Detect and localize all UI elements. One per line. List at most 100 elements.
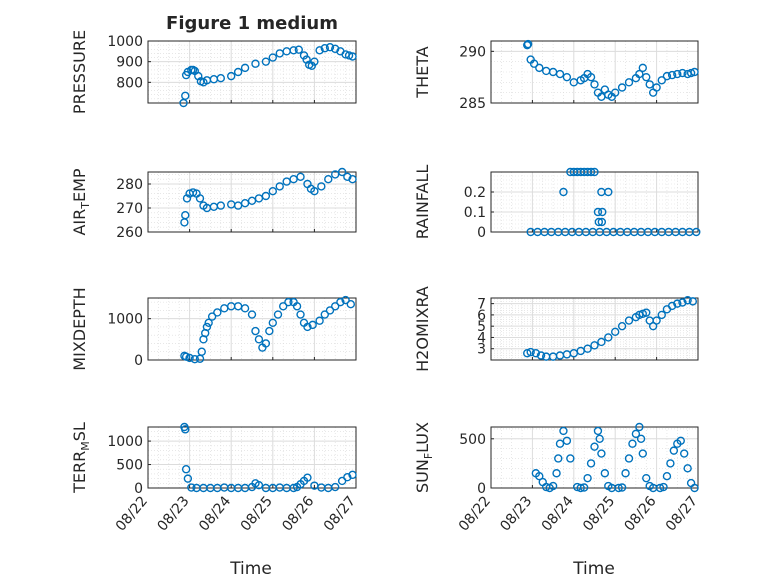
y-tick-label: 0 (477, 481, 486, 497)
data-point (586, 167, 596, 177)
y-tick-label: 1000 (107, 434, 143, 450)
data-point (324, 174, 333, 184)
data-point (678, 68, 687, 78)
data-point (279, 302, 288, 311)
data-point (254, 335, 264, 344)
y-tick-label: 280 (116, 177, 143, 193)
y-tick-label: 0 (134, 353, 143, 369)
data-point (642, 308, 651, 317)
y-tick-label: 900 (116, 55, 143, 71)
data-point (655, 483, 665, 493)
data-point (598, 207, 607, 217)
data-point (621, 469, 630, 478)
data-point (289, 46, 298, 55)
data-point (692, 227, 701, 237)
grid-lines (490, 427, 699, 489)
data-point (284, 297, 293, 307)
data-point (213, 308, 222, 317)
axes-box (147, 297, 357, 361)
subplot-mixdepth: 0 1000 MIXDEPTH (70, 287, 357, 371)
subplot-air_temp: 260 270 280 AIRTEMP (70, 167, 357, 241)
data-point (292, 302, 302, 311)
data-point (576, 483, 585, 493)
y-tick-label: 1000 (107, 34, 143, 50)
data-point (548, 481, 558, 491)
data-point (251, 326, 260, 336)
data-point (683, 296, 692, 305)
y-axis-label: AIRTEMP (70, 168, 92, 235)
subplot-theta: 285 290 THETA (413, 39, 699, 112)
data-point (604, 333, 613, 342)
data-point (240, 304, 250, 313)
y-tick-label: 6 (477, 308, 486, 324)
data-point (688, 297, 698, 306)
data-point (617, 83, 627, 92)
data-point (331, 302, 340, 311)
y-tick-label: 3 (477, 342, 486, 358)
data-point (690, 483, 699, 493)
data-point (197, 347, 206, 356)
data-point (343, 473, 352, 482)
y-tick-label: 260 (116, 225, 143, 241)
data-point (254, 480, 264, 490)
data-point (315, 46, 324, 55)
data-point (320, 44, 329, 53)
y-tick-label: 5 (477, 319, 486, 335)
data-point (662, 471, 672, 481)
y-axis-label: THETA (413, 46, 432, 98)
data-point (635, 422, 644, 432)
data-point (559, 426, 568, 436)
data-point (299, 51, 309, 60)
grid-lines (490, 171, 699, 233)
data-point (289, 483, 298, 493)
data-point (296, 172, 305, 182)
data-point (676, 436, 685, 445)
data-point (294, 45, 303, 54)
y-tick-label: 0 (477, 225, 486, 241)
data-point (555, 439, 565, 448)
series-markers (531, 422, 699, 493)
data-point (594, 217, 604, 227)
data-point (337, 167, 347, 177)
data-point (590, 80, 599, 89)
data-point (617, 321, 627, 331)
y-axis-label: H2OMIXRA (413, 286, 432, 372)
data-point (667, 301, 677, 311)
data-point (624, 454, 634, 463)
x-axis-label-left: Time (229, 559, 272, 579)
grid-lines (147, 426, 357, 489)
data-point (325, 306, 335, 315)
y-axis-label: SUNFLUX (413, 422, 435, 493)
y-tick-label: 800 (116, 75, 143, 91)
data-point (233, 67, 243, 77)
series-markers (526, 167, 701, 237)
data-point (673, 69, 682, 79)
data-point (348, 470, 357, 480)
data-point (597, 337, 606, 347)
data-point (657, 310, 666, 320)
data-point (261, 191, 271, 201)
data-point (240, 63, 250, 73)
y-tick-label: 500 (459, 432, 486, 448)
data-point (331, 482, 340, 492)
axes-box (490, 297, 699, 361)
subplot-rainfall: 0 0.1 0.2 RAINFALL (413, 165, 701, 241)
data-point (275, 182, 284, 191)
data-point (583, 473, 592, 483)
data-point (190, 354, 200, 364)
data-point (597, 217, 607, 227)
data-point (204, 318, 213, 327)
data-point (638, 449, 647, 458)
data-point (638, 63, 647, 73)
data-point (195, 194, 205, 203)
y-tick-label: 0.2 (464, 185, 486, 201)
data-point (555, 69, 565, 79)
data-point (308, 320, 317, 330)
data-point (181, 425, 190, 434)
data-point (183, 474, 193, 483)
series-markers (523, 39, 699, 102)
data-point (348, 174, 357, 184)
data-point (261, 339, 271, 348)
data-point (662, 71, 672, 81)
